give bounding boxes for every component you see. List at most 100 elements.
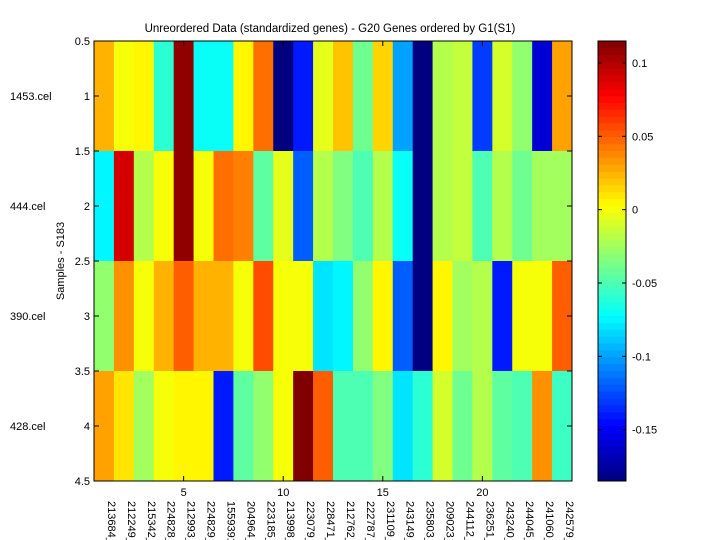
heatmap-cell bbox=[512, 371, 533, 482]
heatmap-cell bbox=[173, 41, 194, 152]
heatmap-cell bbox=[313, 371, 334, 482]
colorbar-segment bbox=[598, 357, 626, 365]
heatmap-cell bbox=[233, 151, 254, 262]
colorbar-segment bbox=[598, 261, 626, 269]
heatmap-cell bbox=[392, 261, 414, 372]
heatmap-cell bbox=[293, 371, 314, 482]
heatmap-cell bbox=[293, 41, 314, 152]
column-label: 242579_ bbox=[563, 501, 575, 540]
heatmap-cell bbox=[452, 41, 473, 152]
colorbar-segment bbox=[598, 439, 626, 448]
colorbar-segment bbox=[598, 371, 626, 379]
colorbar-segment bbox=[598, 295, 626, 303]
heatmap-cell bbox=[472, 151, 493, 262]
colorbar-segment bbox=[598, 460, 626, 468]
heatmap-cell bbox=[532, 261, 553, 372]
colorbar-segment bbox=[598, 405, 626, 413]
colorbar-segment bbox=[598, 302, 626, 310]
colorbar-tick-label: 0.1 bbox=[632, 58, 647, 70]
colorbar-segment bbox=[598, 240, 626, 248]
heatmap-cell bbox=[273, 41, 294, 152]
heatmap-cell bbox=[452, 371, 473, 482]
colorbar-segment bbox=[598, 109, 626, 118]
colorbar-segment bbox=[598, 137, 626, 145]
colorbar-segment bbox=[598, 343, 626, 351]
heatmap-cell bbox=[492, 41, 513, 152]
colorbar-segment bbox=[598, 68, 626, 76]
heatmap-cell bbox=[94, 371, 115, 482]
row-labels: 1453.cel 444.cel 390.cel 428.cel bbox=[10, 91, 52, 433]
heatmap-cell bbox=[552, 261, 573, 372]
colorbar: 0.1 0.05 0 -0.05 -0.1 -0.15 bbox=[597, 40, 657, 482]
column-label: 213684_ bbox=[105, 501, 117, 540]
heatmap-cell bbox=[253, 41, 274, 152]
column-label: 222787_ bbox=[364, 501, 376, 540]
column-label: 223185_ bbox=[264, 501, 276, 540]
colorbar-segment bbox=[598, 322, 626, 331]
row-label: 390.cel bbox=[10, 311, 45, 323]
heatmap-cell bbox=[512, 261, 533, 372]
colorbar-segment bbox=[598, 419, 626, 427]
heatmap-cell bbox=[133, 261, 155, 372]
colorbar-segment bbox=[598, 144, 626, 152]
colorbar-segment bbox=[598, 192, 626, 200]
y-tick-label: 4 bbox=[84, 421, 90, 433]
column-label: 244112_ bbox=[463, 501, 475, 540]
heatmap-cell bbox=[173, 261, 194, 372]
colorbar-segment bbox=[598, 178, 626, 186]
heatmap-cell bbox=[512, 41, 533, 152]
chart-title: Unreordered Data (standardized genes) - … bbox=[145, 23, 516, 35]
column-label: 235803_ bbox=[424, 501, 436, 540]
column-label: 243149_ bbox=[404, 501, 416, 540]
column-label: 215342_ bbox=[145, 501, 157, 540]
column-label: 212762_ bbox=[344, 501, 356, 540]
heatmap-cells bbox=[94, 41, 573, 482]
colorbar-segment bbox=[598, 309, 626, 317]
heatmap-cell bbox=[313, 151, 334, 262]
colorbar-segment bbox=[598, 226, 626, 234]
colorbar-segment bbox=[598, 82, 626, 90]
heatmap-cell bbox=[392, 41, 414, 152]
colorbar-segment bbox=[598, 206, 626, 214]
y-tick-label: 4.5 bbox=[75, 476, 90, 488]
row-label: 428.cel bbox=[10, 421, 45, 433]
heatmap-cell bbox=[372, 151, 394, 262]
heatmap-cell bbox=[133, 371, 155, 482]
x-tick-label: 20 bbox=[476, 487, 488, 499]
heatmap-cell bbox=[193, 41, 214, 152]
heatmap-cell bbox=[153, 151, 175, 262]
heatmap-cell bbox=[273, 371, 294, 482]
heatmap-cell bbox=[213, 261, 234, 372]
y-tick-label: 3.5 bbox=[75, 366, 90, 378]
heatmap-cell bbox=[333, 41, 354, 152]
heatmap-cell bbox=[372, 371, 394, 482]
colorbar-segment bbox=[598, 316, 626, 324]
x-tick-label: 15 bbox=[377, 487, 389, 499]
colorbar-segment bbox=[598, 199, 626, 207]
column-labels: 213684_ 212249_ 215342_ 224828_ 212993_ 22482… bbox=[105, 501, 575, 540]
heatmap-cell bbox=[532, 151, 553, 262]
colorbar-tick-label: -0.15 bbox=[632, 425, 657, 437]
heatmap-cell bbox=[273, 261, 294, 372]
colorbar-segment bbox=[598, 219, 626, 228]
colorbar-segment bbox=[598, 254, 626, 262]
y-tick-label: 1.5 bbox=[75, 146, 90, 158]
heatmap-cell bbox=[94, 261, 115, 372]
x-axis: 5 10 15 20 bbox=[181, 41, 489, 499]
heatmap-cell bbox=[412, 371, 433, 482]
heatmap-cell bbox=[113, 151, 135, 262]
colorbar-segment bbox=[598, 281, 626, 289]
colorbar-segment bbox=[598, 151, 626, 159]
colorbar-segment bbox=[598, 157, 626, 166]
heatmap-cell bbox=[173, 151, 194, 262]
heatmap-cell bbox=[452, 151, 473, 262]
heatmap-cell bbox=[552, 41, 573, 152]
colorbar-tick-label: -0.05 bbox=[632, 278, 657, 290]
heatmap-cell bbox=[313, 41, 334, 152]
heatmap-cell bbox=[392, 371, 414, 482]
colorbar-segment bbox=[598, 267, 626, 276]
heatmap-cell bbox=[432, 151, 453, 262]
heatmap-cell bbox=[273, 151, 294, 262]
heatmap-cell bbox=[352, 261, 374, 372]
